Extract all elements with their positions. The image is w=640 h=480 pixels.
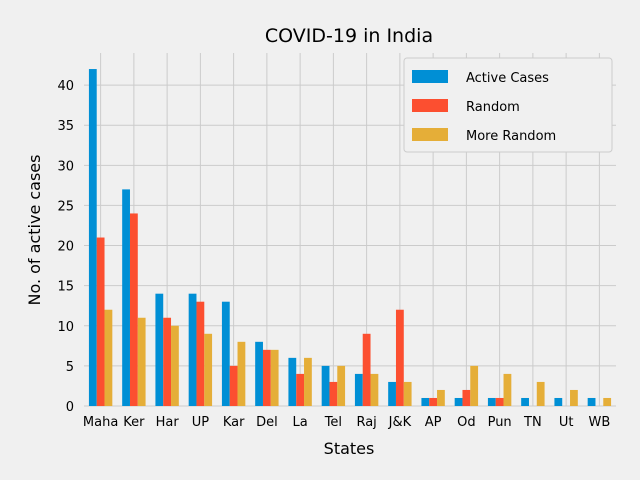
legend-swatch <box>412 70 448 83</box>
x-tick-label: AP <box>425 415 442 430</box>
bars <box>88 69 612 406</box>
bar <box>421 397 430 406</box>
bar <box>104 309 113 406</box>
bar <box>454 397 463 406</box>
series-random <box>96 213 504 406</box>
bar <box>221 301 230 406</box>
x-tick-label: WB <box>588 415 610 430</box>
x-tick-label: Od <box>457 415 475 430</box>
legend-label: Active Cases <box>466 71 549 86</box>
x-tick-label: Del <box>256 415 278 430</box>
tick-labels: 0 5 10 15 20 25 30 35 40 Maha Ker Har UP Kar Del La Tel R… <box>57 79 610 430</box>
bar <box>129 213 138 406</box>
legend-swatch <box>412 128 448 141</box>
legend-label: More Random <box>466 129 556 144</box>
bar <box>155 293 164 406</box>
x-tick-label: Ker <box>123 415 145 430</box>
bar <box>521 397 529 406</box>
legend-label: Random <box>466 100 520 115</box>
x-tick-label: Har <box>156 415 180 430</box>
bar <box>337 365 346 406</box>
bar <box>137 317 146 406</box>
bar <box>96 237 105 406</box>
bar <box>304 357 312 406</box>
bar <box>462 389 471 406</box>
bar <box>587 397 596 406</box>
y-tick-label: 15 <box>57 280 74 295</box>
x-tick-label: TN <box>523 415 542 430</box>
bar <box>403 381 412 406</box>
bar <box>487 397 496 406</box>
bar <box>470 365 479 406</box>
bar <box>171 325 179 406</box>
y-tick-label: 10 <box>57 320 74 335</box>
bar <box>536 381 545 406</box>
series-more-random <box>104 309 612 406</box>
bar <box>429 397 438 406</box>
x-tick-label: Raj <box>356 415 376 430</box>
bar <box>163 317 172 406</box>
bar <box>229 365 238 406</box>
x-axis-label: States <box>324 439 375 458</box>
bar <box>354 373 363 406</box>
legend: Active Cases Random More Random <box>403 57 613 153</box>
chart-title: COVID-19 in India <box>265 25 433 47</box>
bar <box>554 397 563 406</box>
bar <box>270 349 279 406</box>
bar <box>495 397 504 406</box>
y-tick-label: 0 <box>66 400 74 415</box>
x-tick-label: UP <box>192 415 210 430</box>
y-tick-label: 5 <box>66 360 74 375</box>
bar <box>321 365 330 406</box>
x-tick-label: Kar <box>223 415 245 430</box>
x-tick-label: Pun <box>488 415 512 430</box>
bar <box>388 381 396 406</box>
bar <box>288 357 297 406</box>
bar <box>503 373 512 406</box>
legend-box <box>403 57 613 153</box>
x-tick-label: Ut <box>559 415 574 430</box>
legend-swatch <box>412 99 448 112</box>
bar <box>196 301 205 406</box>
bar <box>88 69 97 406</box>
y-tick-label: 35 <box>57 119 74 134</box>
x-tick-label: J&K <box>388 415 412 430</box>
y-tick-label: 40 <box>57 79 74 94</box>
bar <box>237 341 246 406</box>
x-tick-label: Tel <box>324 415 342 430</box>
y-tick-label: 20 <box>57 240 74 255</box>
y-tick-label: 25 <box>57 199 74 214</box>
bar <box>570 389 578 406</box>
bar <box>188 293 197 406</box>
bar <box>395 309 404 406</box>
bar <box>603 397 612 406</box>
bar <box>122 189 130 406</box>
bar <box>296 373 305 406</box>
bar <box>370 373 379 406</box>
bar <box>329 381 338 406</box>
series-active-cases <box>88 69 596 406</box>
y-axis-label: No. of active cases <box>25 155 44 306</box>
x-tick-label: Maha <box>83 415 118 430</box>
bar <box>255 341 263 406</box>
bar <box>437 389 445 406</box>
bar <box>262 349 271 406</box>
x-tick-label: La <box>293 415 308 430</box>
y-tick-label: 30 <box>57 159 74 174</box>
bar <box>362 333 371 406</box>
bar <box>204 333 213 406</box>
